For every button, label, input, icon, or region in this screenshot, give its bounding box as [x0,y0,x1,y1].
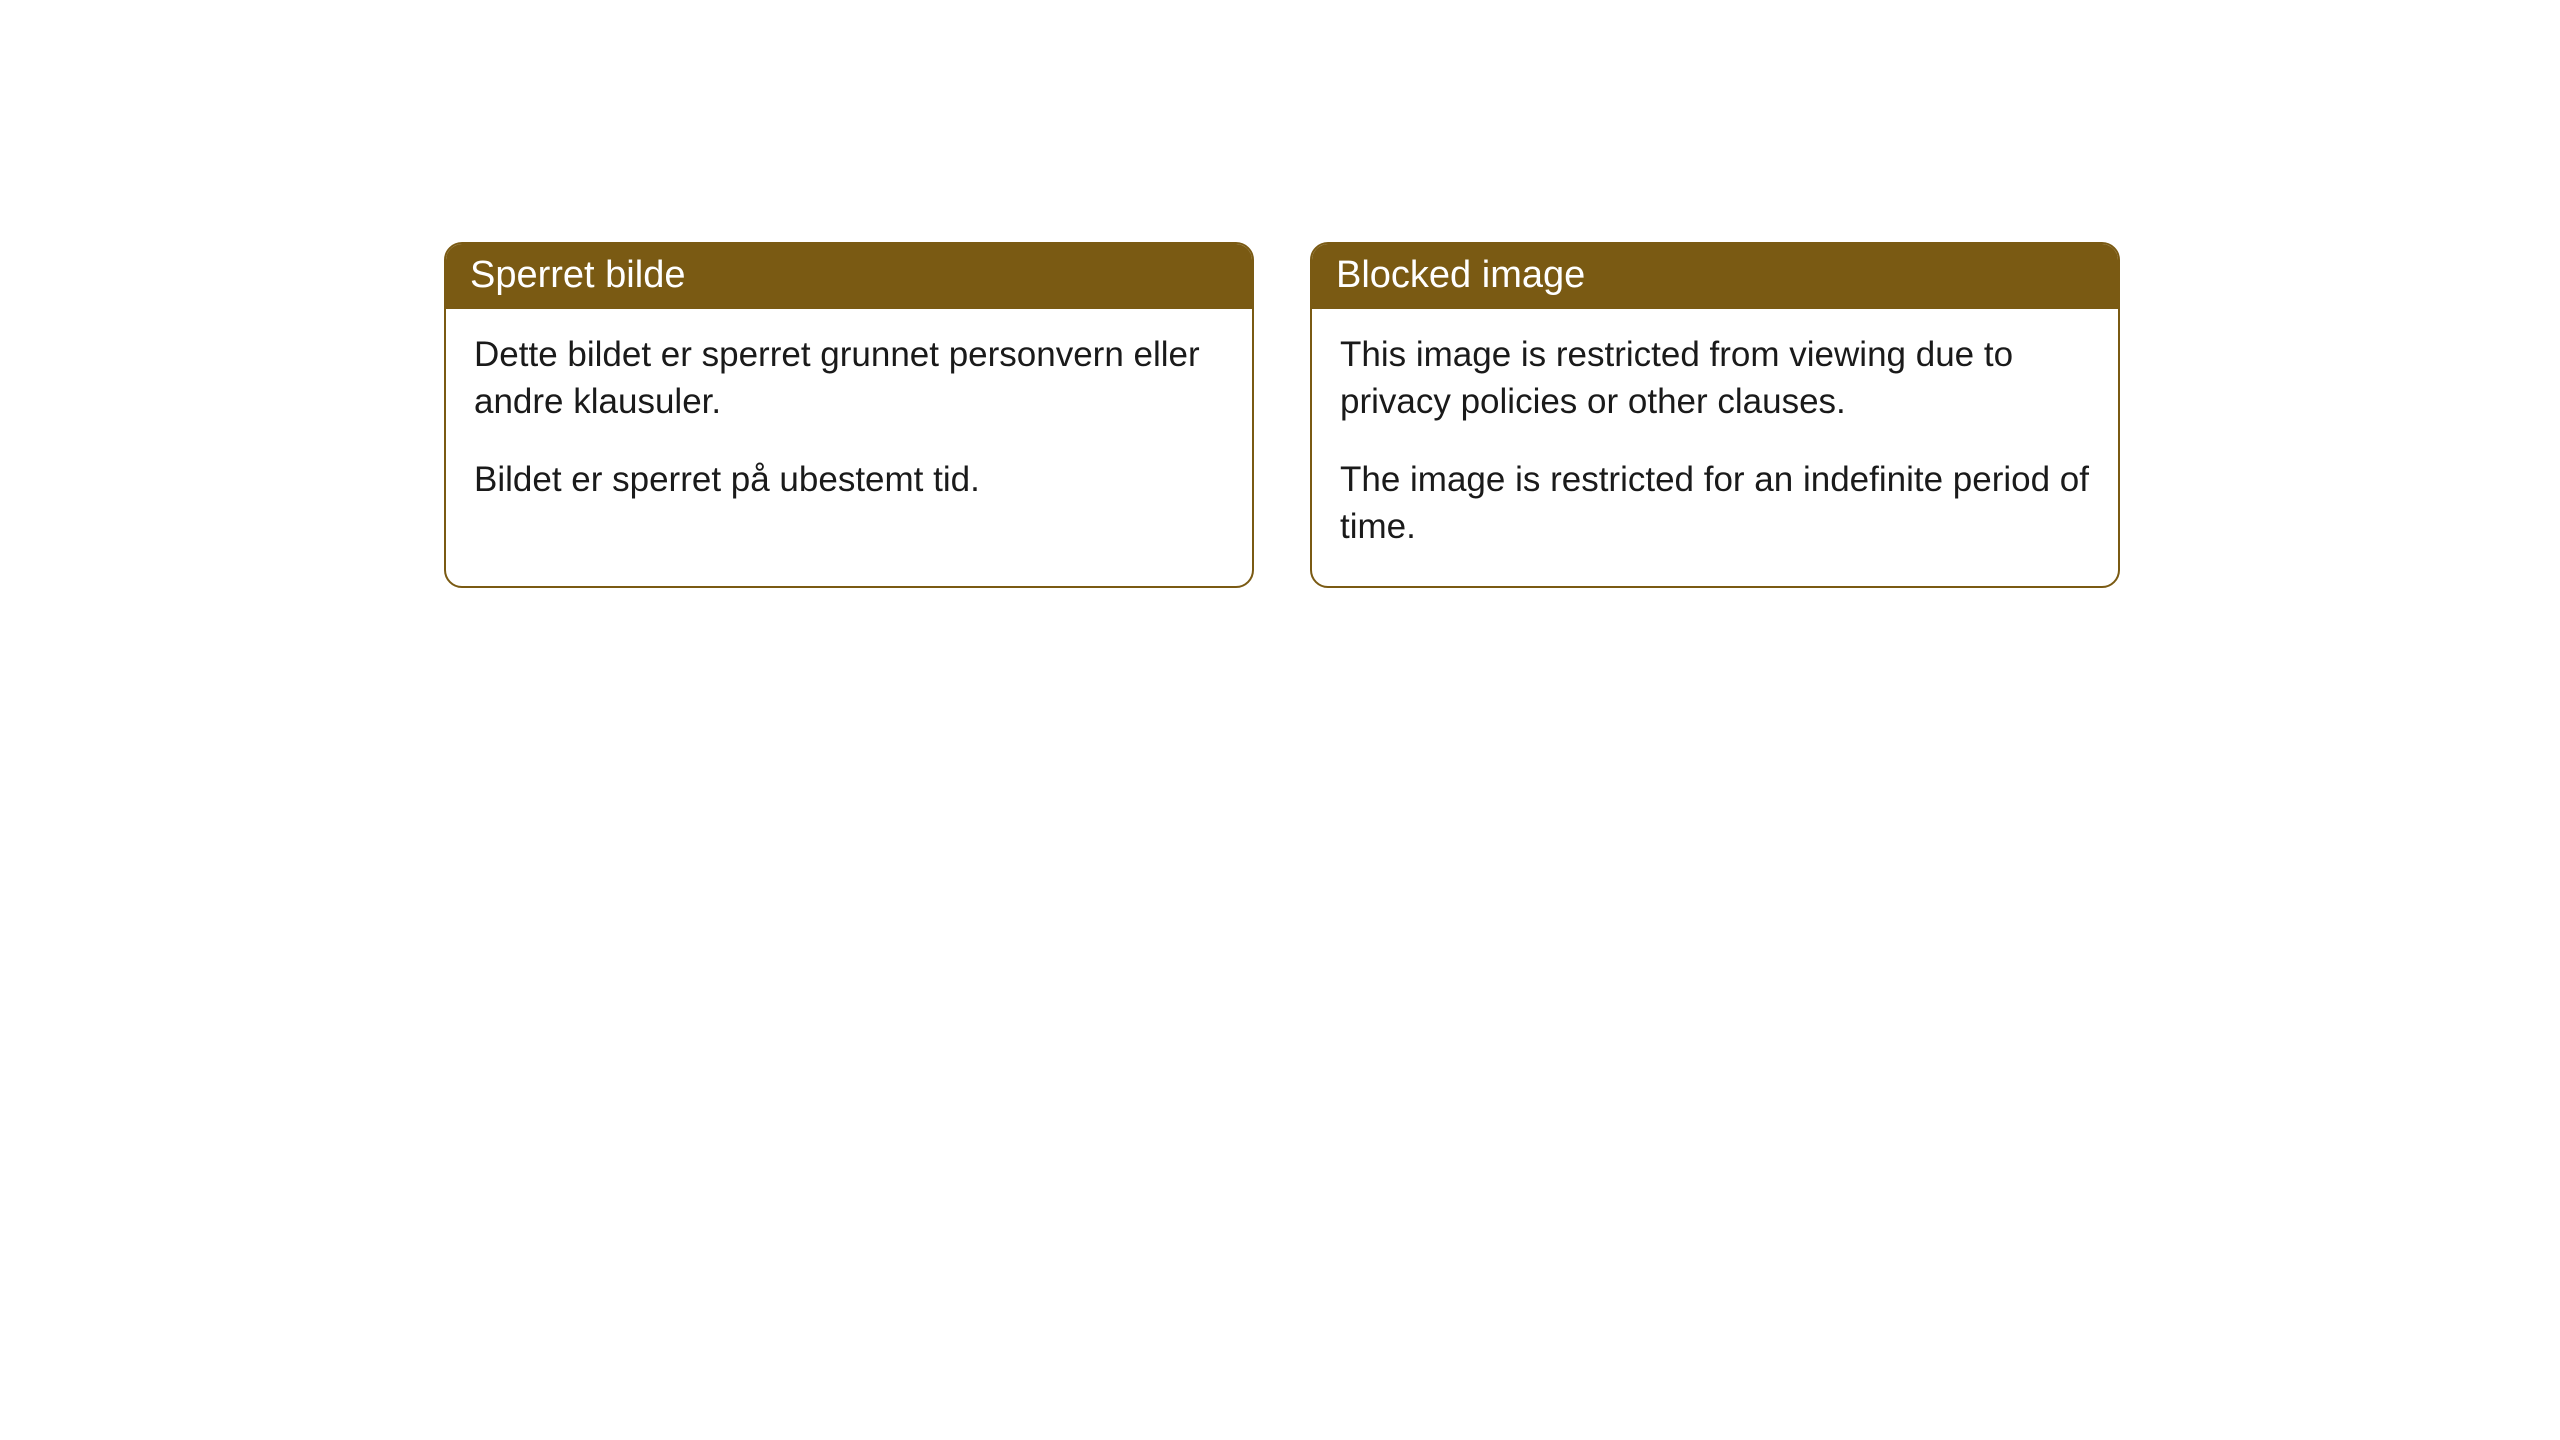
card-body: Dette bildet er sperret grunnet personve… [446,309,1252,539]
notice-card-english: Blocked image This image is restricted f… [1310,242,2120,588]
card-title: Blocked image [1336,254,1585,296]
card-body: This image is restricted from viewing du… [1312,309,2118,586]
card-header: Sperret bilde [446,244,1252,309]
card-paragraph: Bildet er sperret på ubestemt tid. [474,456,1224,503]
card-paragraph: Dette bildet er sperret grunnet personve… [474,331,1224,426]
card-paragraph: The image is restricted for an indefinit… [1340,456,2090,551]
card-paragraph: This image is restricted from viewing du… [1340,331,2090,426]
notice-cards-container: Sperret bilde Dette bildet er sperret gr… [444,242,2120,588]
card-title: Sperret bilde [470,254,685,296]
notice-card-norwegian: Sperret bilde Dette bildet er sperret gr… [444,242,1254,588]
card-header: Blocked image [1312,244,2118,309]
